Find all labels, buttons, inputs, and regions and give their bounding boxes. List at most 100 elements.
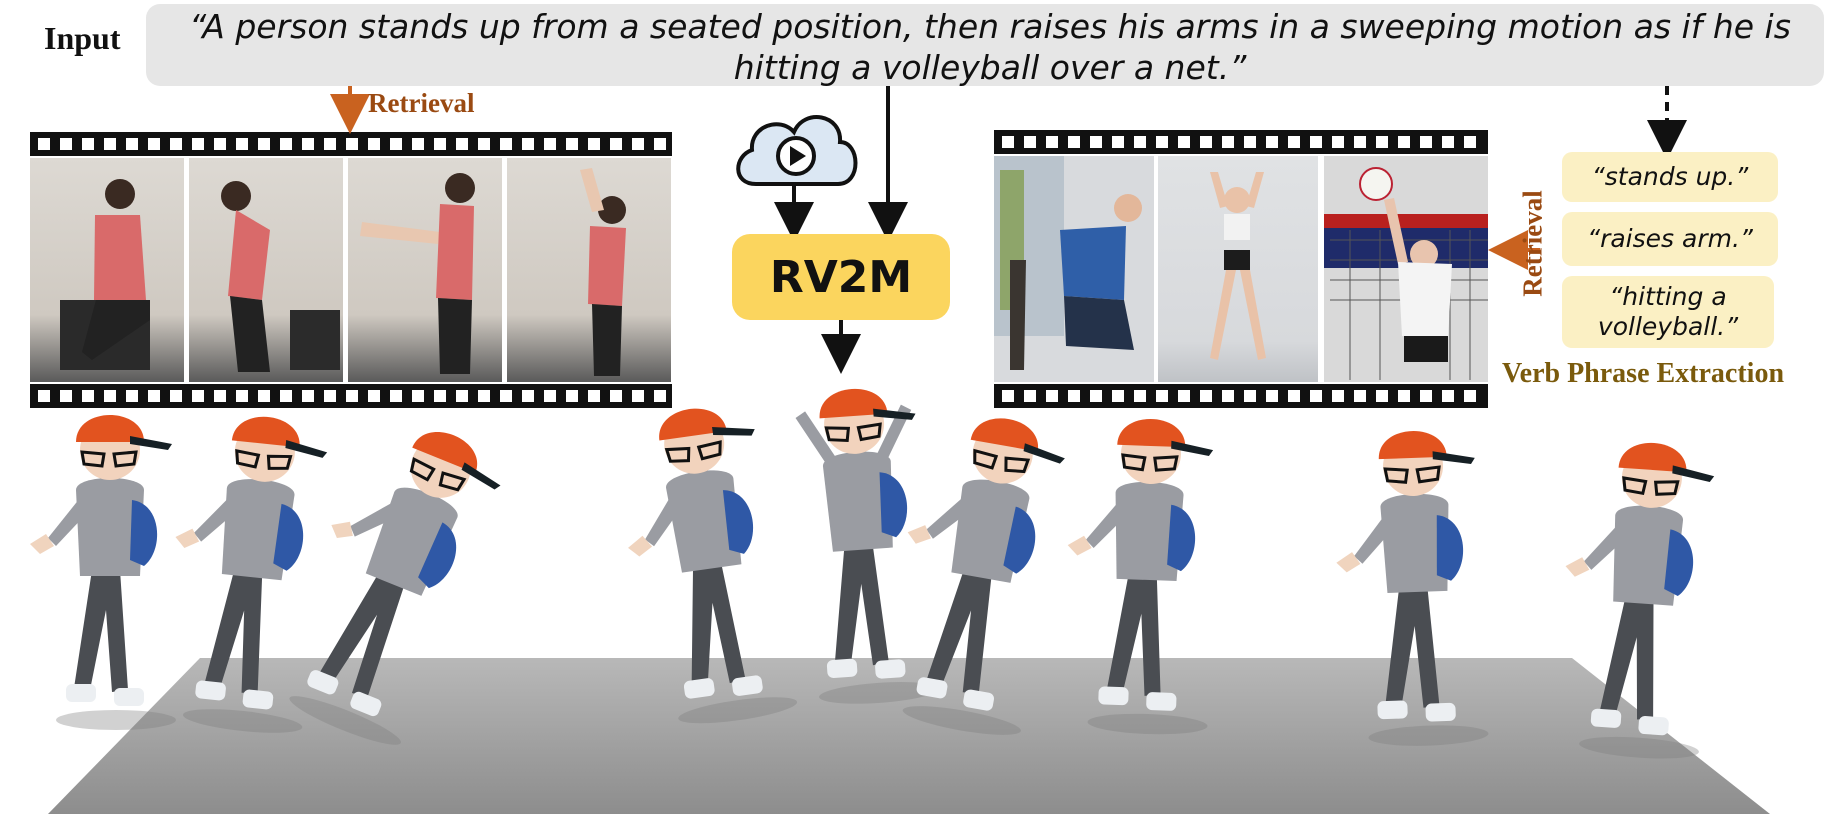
- film-hole: [1310, 390, 1322, 402]
- film-hole: [368, 390, 380, 402]
- film-hole: [434, 138, 446, 150]
- film-hole: [1354, 136, 1366, 148]
- retrieval-label-side: Retrieval: [1517, 190, 1548, 297]
- film-hole: [1332, 136, 1344, 148]
- film-hole: [1156, 390, 1168, 402]
- film-hole: [1112, 390, 1124, 402]
- film-hole: [1332, 390, 1344, 402]
- right-frame-3: [1324, 156, 1488, 382]
- right-frame-2: [1158, 156, 1318, 382]
- retrieval-label-top: Retrieval: [368, 88, 475, 118]
- film-hole: [1200, 136, 1212, 148]
- film-hole: [1398, 136, 1410, 148]
- character-sequence: [30, 389, 1715, 759]
- film-hole: [1464, 390, 1476, 402]
- film-hole: [412, 138, 424, 150]
- film-hole: [1288, 390, 1300, 402]
- film-hole: [1112, 136, 1124, 148]
- film-hole: [1090, 136, 1102, 148]
- film-hole: [38, 138, 50, 150]
- film-hole: [478, 138, 490, 150]
- film-hole: [434, 390, 446, 402]
- left-frame-4: [507, 158, 671, 382]
- verb-phrase-2: “raises arm.”: [1562, 212, 1778, 266]
- film-hole: [500, 138, 512, 150]
- film-hole: [1002, 136, 1014, 148]
- verb-phrase-3: “hitting a volleyball.”: [1562, 276, 1774, 348]
- film-hole: [588, 138, 600, 150]
- film-hole: [1266, 390, 1278, 402]
- film-hole: [390, 390, 402, 402]
- film-hole: [324, 390, 336, 402]
- film-hole: [566, 390, 578, 402]
- film-hole: [1178, 136, 1190, 148]
- film-hole: [368, 138, 380, 150]
- left-frame-2: [189, 158, 343, 382]
- verb-phrase-extraction-title: Verb Phrase Extraction: [1502, 358, 1785, 389]
- film-hole: [236, 390, 248, 402]
- animated-character: [1336, 431, 1489, 746]
- film-hole: [1354, 390, 1366, 402]
- film-hole: [1420, 136, 1432, 148]
- film-hole: [214, 390, 226, 402]
- film-hole: [1090, 390, 1102, 402]
- animated-character: [289, 432, 501, 745]
- film-hole: [1024, 136, 1036, 148]
- film-hole: [1024, 390, 1036, 402]
- film-hole: [1134, 390, 1146, 402]
- left-frame-3: [348, 158, 502, 382]
- film-hole: [1288, 136, 1300, 148]
- film-hole: [456, 390, 468, 402]
- floor-plane: [48, 658, 1770, 814]
- film-hole: [236, 138, 248, 150]
- film-hole: [1222, 136, 1234, 148]
- film-hole: [478, 390, 490, 402]
- film-hole: [126, 390, 138, 402]
- rv2m-label: RV2M: [769, 251, 913, 303]
- rv2m-model-box: RV2M: [732, 234, 950, 320]
- animated-character: [795, 389, 939, 704]
- film-hole: [1178, 390, 1190, 402]
- film-hole: [632, 390, 644, 402]
- film-hole: [1046, 136, 1058, 148]
- film-hole: [566, 138, 578, 150]
- film-hole: [1442, 136, 1454, 148]
- film-hole: [1134, 136, 1146, 148]
- film-hole: [610, 138, 622, 150]
- cloud-video-icon: [736, 115, 858, 186]
- film-hole: [1002, 390, 1014, 402]
- film-hole: [1244, 390, 1256, 402]
- film-hole: [390, 138, 402, 150]
- film-hole: [456, 138, 468, 150]
- film-hole: [1464, 136, 1476, 148]
- animated-character: [30, 415, 176, 730]
- film-hole: [38, 390, 50, 402]
- right-frame-1: [994, 156, 1154, 382]
- film-hole: [544, 390, 556, 402]
- film-hole: [148, 138, 160, 150]
- film-hole: [258, 138, 270, 150]
- verb-phrase-1: “stands up.”: [1562, 152, 1778, 202]
- film-hole: [1266, 136, 1278, 148]
- film-hole: [258, 390, 270, 402]
- film-hole: [1376, 390, 1388, 402]
- film-hole: [82, 138, 94, 150]
- film-hole: [170, 138, 182, 150]
- prompt-box: [146, 4, 1824, 86]
- film-hole: [280, 138, 292, 150]
- input-label: Input: [44, 20, 121, 56]
- film-hole: [104, 390, 116, 402]
- film-hole: [1068, 390, 1080, 402]
- film-hole: [1244, 136, 1256, 148]
- prompt-text: “A person stands up from a seated positi…: [189, 7, 1791, 87]
- film-hole: [1222, 390, 1234, 402]
- film-hole: [1398, 390, 1410, 402]
- animated-character: [628, 408, 798, 724]
- film-hole: [588, 390, 600, 402]
- film-hole: [544, 138, 556, 150]
- film-hole: [170, 390, 182, 402]
- left-film-strip: [30, 132, 672, 408]
- film-hole: [302, 390, 314, 402]
- film-hole: [148, 390, 160, 402]
